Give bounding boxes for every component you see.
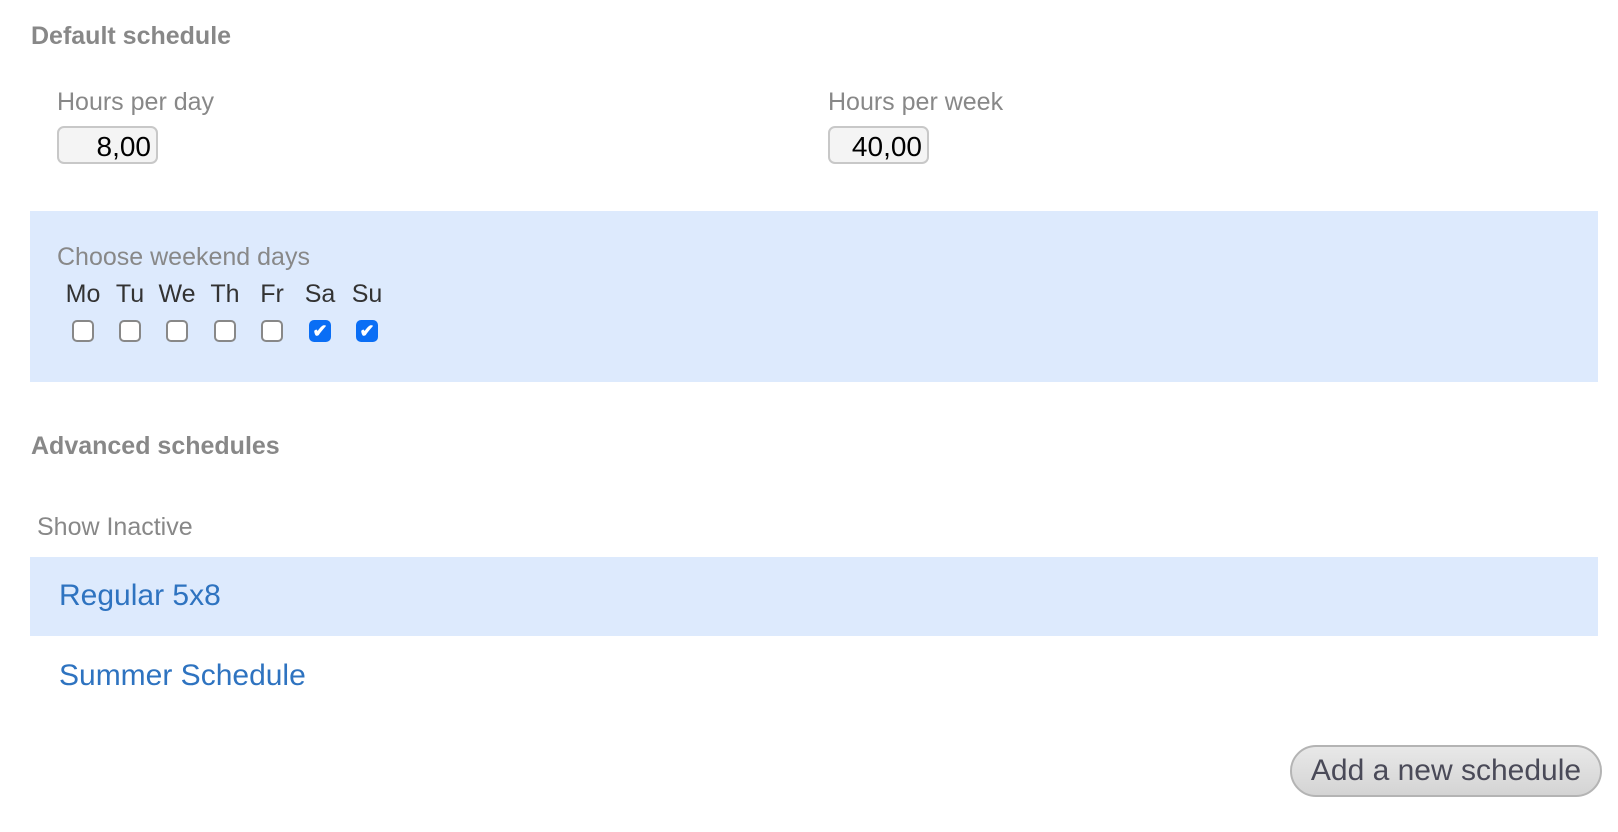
schedule-regular-link[interactable]: Regular 5x8 [59, 579, 221, 612]
day-label-tu: Tu [115, 280, 145, 308]
weekend-checkbox-su[interactable]: ✔ [356, 320, 378, 342]
hours-per-week-label: Hours per week [828, 88, 1004, 116]
weekend-checkbox-tu[interactable] [119, 320, 141, 342]
weekend-checkbox-mo[interactable] [72, 320, 94, 342]
day-label-mo: Mo [65, 280, 101, 308]
hours-per-week-input[interactable]: 40,00 [828, 126, 929, 164]
day-label-sa: Sa [304, 280, 336, 308]
schedule-row-selected[interactable] [30, 557, 1598, 636]
day-label-we: We [158, 280, 196, 308]
default-schedule-heading: Default schedule [31, 22, 232, 50]
weekend-checkbox-th[interactable] [214, 320, 236, 342]
weekend-checkbox-fr[interactable] [261, 320, 283, 342]
day-label-th: Th [210, 280, 240, 308]
day-label-su: Su [351, 280, 383, 308]
hours-per-day-input[interactable]: 8,00 [57, 126, 158, 164]
checkmark-icon: ✔ [359, 321, 375, 341]
weekend-checkbox-sa[interactable]: ✔ [309, 320, 331, 342]
day-label-fr: Fr [260, 280, 284, 308]
schedule-summer-link[interactable]: Summer Schedule [59, 659, 306, 692]
show-inactive-link[interactable]: Show Inactive [37, 513, 193, 541]
hours-per-day-label: Hours per day [57, 88, 215, 116]
weekend-checkbox-we[interactable] [166, 320, 188, 342]
add-schedule-button[interactable]: Add a new schedule [1290, 745, 1602, 797]
weekend-panel [30, 211, 1598, 382]
advanced-schedules-heading: Advanced schedules [31, 432, 280, 460]
checkmark-icon: ✔ [312, 321, 328, 341]
weekend-label: Choose weekend days [57, 243, 310, 271]
